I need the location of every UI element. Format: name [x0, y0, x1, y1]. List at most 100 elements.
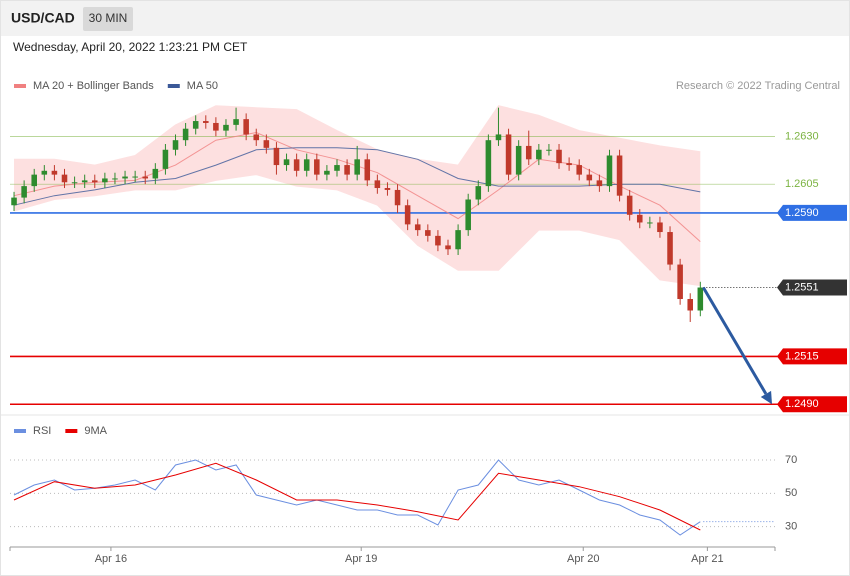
candle-body	[243, 119, 249, 135]
level-box	[777, 348, 847, 365]
level-label: 1.2605	[785, 178, 819, 190]
source: Research © 2022 Trading Central	[676, 80, 840, 92]
candle-body	[132, 176, 138, 178]
candle-body	[233, 119, 239, 125]
candle-body	[435, 235, 441, 246]
candle-body	[677, 264, 683, 300]
symbol: USD/CAD	[11, 10, 75, 26]
candle-body	[606, 155, 613, 187]
candle-body	[384, 188, 391, 190]
timeframe-box	[83, 7, 133, 31]
indicator-line	[13, 459, 701, 536]
candle-body	[314, 159, 320, 175]
candle-body	[213, 122, 219, 131]
candle-body	[626, 195, 633, 215]
candle-body	[495, 134, 502, 141]
x-tick-label: Apr 19	[345, 553, 377, 565]
legend-swatch	[65, 429, 78, 433]
candle-body	[404, 205, 411, 225]
level-box	[777, 396, 847, 413]
candle-body	[546, 149, 552, 151]
candle-body	[485, 140, 492, 187]
candle-body	[455, 230, 461, 250]
candle-body	[616, 155, 623, 196]
candle-body	[596, 180, 603, 187]
level-label: 1.2551	[785, 281, 819, 293]
candle-body	[636, 214, 643, 223]
candle-body	[21, 186, 27, 198]
legend-label: 9MA	[84, 425, 107, 437]
candle-body	[71, 182, 78, 184]
candle-body	[536, 149, 542, 160]
y-tick-label: 50	[785, 487, 797, 499]
candle-body	[525, 145, 532, 160]
candle-body	[41, 170, 48, 175]
x-tick-label: Apr 16	[95, 553, 127, 565]
candle-body	[203, 121, 209, 123]
candle-body	[283, 159, 290, 166]
candle-body	[556, 149, 562, 164]
candle-body	[162, 149, 169, 169]
candle-body	[566, 163, 572, 166]
header-bar	[1, 1, 849, 36]
candle-body	[505, 134, 512, 175]
candle-body	[334, 165, 340, 171]
candle-body	[465, 199, 471, 231]
band-upper	[14, 105, 701, 166]
candle-body	[515, 145, 522, 175]
candle-body	[697, 287, 704, 311]
candle-body	[667, 232, 673, 265]
legend-label: MA 50	[187, 80, 218, 92]
candle-body	[81, 180, 88, 183]
candle-body	[51, 170, 58, 175]
level-label: 1.2630	[785, 130, 819, 142]
level-label: 1.2515	[785, 350, 819, 362]
candle-body	[425, 230, 431, 236]
candle-body	[112, 178, 118, 180]
candle-body	[687, 299, 693, 311]
candle-body	[586, 174, 593, 181]
candle-body	[445, 245, 451, 250]
candle-body	[192, 121, 199, 129]
level-label: 1.2590	[785, 207, 819, 219]
candle-body	[657, 222, 663, 233]
candle-body	[303, 159, 310, 171]
level-label: 1.2490	[785, 398, 819, 410]
legend-label: RSI	[33, 425, 51, 437]
x-tick-label: Apr 20	[567, 553, 599, 565]
candle-body	[61, 174, 68, 183]
candle-body	[11, 197, 17, 206]
candle-body	[364, 159, 371, 181]
legend-label: MA 20 + Bollinger Bands	[33, 80, 154, 92]
projection-arrowhead	[760, 390, 772, 405]
candle-body	[344, 165, 350, 175]
x-tick-label: Apr 21	[691, 553, 723, 565]
candle-body	[273, 147, 280, 166]
candle-body	[293, 159, 300, 171]
candle-body	[172, 140, 179, 150]
candle-body	[102, 178, 108, 183]
legend-swatch	[14, 84, 26, 88]
candle-body	[414, 224, 421, 231]
candle-body	[92, 180, 98, 183]
candle-body	[263, 140, 270, 148]
candle-body	[354, 159, 360, 175]
candle-body	[223, 124, 229, 131]
candle-body	[576, 165, 582, 175]
y-tick-label: 30	[785, 521, 797, 533]
candle-body	[374, 180, 381, 189]
band-lower	[13, 174, 701, 287]
legend-swatch	[14, 429, 26, 433]
candle-body	[152, 168, 159, 179]
candle-body	[122, 176, 128, 179]
candle-body	[31, 174, 37, 187]
candle-body	[647, 222, 653, 224]
level-box	[777, 204, 847, 221]
projection-arrow	[702, 286, 768, 395]
candle-body	[324, 170, 330, 175]
candle-body	[253, 134, 260, 141]
y-tick-label: 70	[785, 454, 797, 466]
candle-body	[475, 186, 482, 200]
